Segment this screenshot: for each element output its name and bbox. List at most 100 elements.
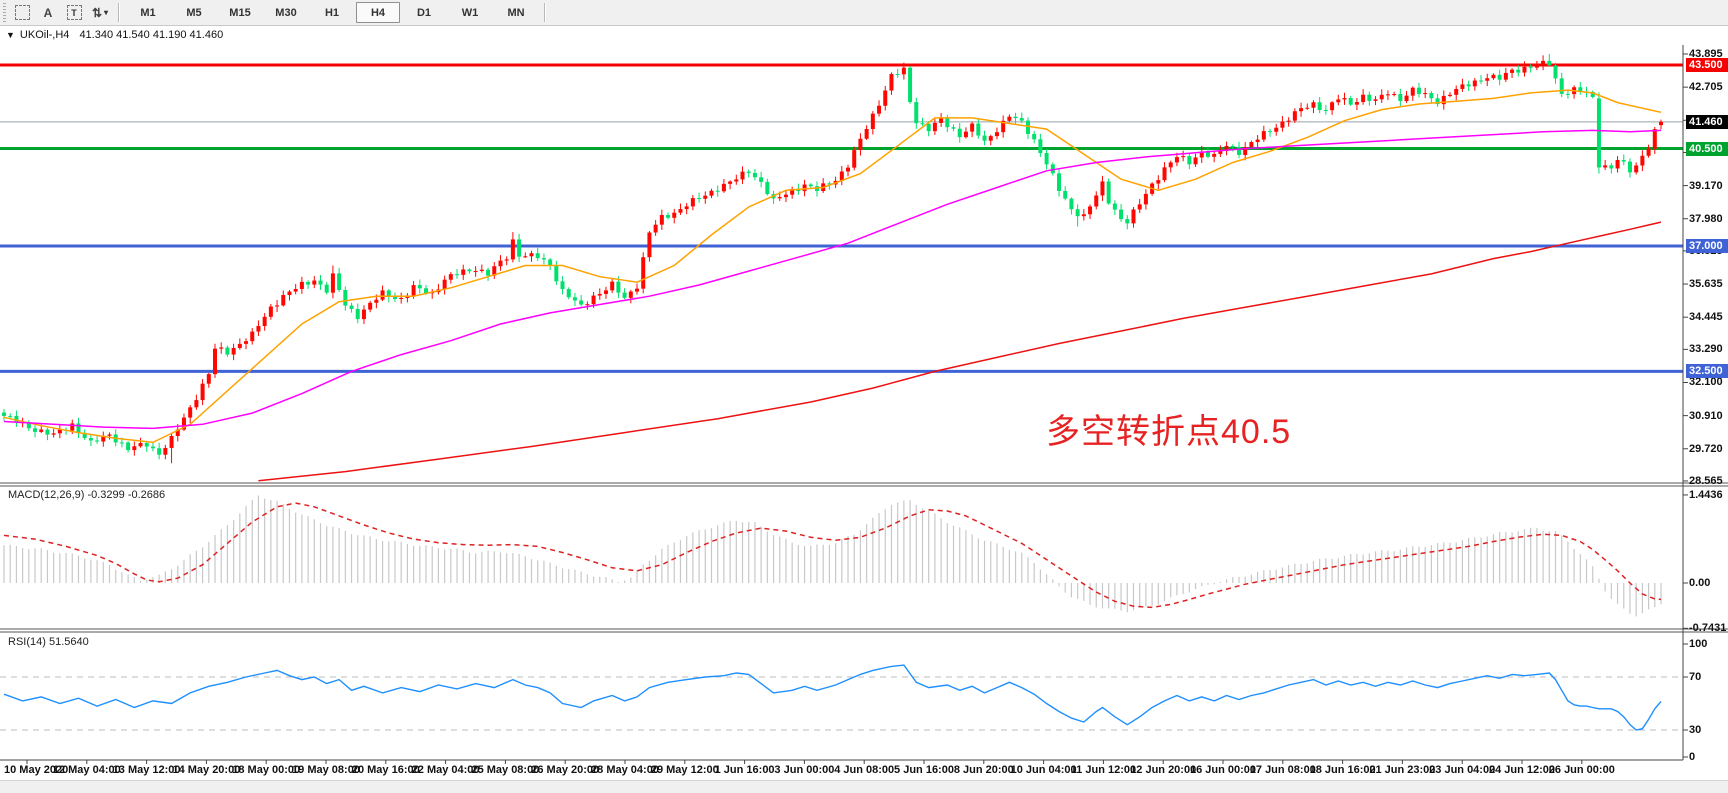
candle-body <box>1025 120 1030 134</box>
x-axis-label: 24 Jun 12:00 <box>1488 764 1556 776</box>
candle-body <box>1100 181 1105 196</box>
arrange-arrows-icon[interactable]: ⇅ ▾ <box>91 5 109 20</box>
candle-body <box>1627 161 1632 173</box>
candle-body <box>1367 94 1372 101</box>
y-axis-label: 29.720 <box>1689 442 1723 455</box>
candle-body <box>970 123 975 132</box>
candle-body <box>424 288 429 294</box>
candle-body <box>1125 219 1130 224</box>
candle-body <box>1168 162 1173 168</box>
candle-body <box>39 429 44 432</box>
candle-body <box>827 183 832 185</box>
candle-body <box>1057 173 1062 191</box>
candle-body <box>399 297 404 299</box>
x-axis-label: 1 Jun 16:00 <box>714 764 775 776</box>
candle-body <box>1255 139 1260 143</box>
toolbar-drag-handle[interactable] <box>3 3 6 22</box>
candle-body <box>572 297 577 301</box>
candle-body <box>802 184 807 192</box>
x-axis-label: 21 Jun 23:00 <box>1369 764 1436 776</box>
current-price-badge: 41.460 <box>1686 114 1728 129</box>
candle-body <box>200 383 205 401</box>
candle-body <box>1261 131 1266 140</box>
x-axis-label: 22 May 04:00 <box>411 764 480 776</box>
candle-body <box>858 138 863 151</box>
y-axis-label: 32.100 <box>1689 376 1723 389</box>
candle-body <box>597 293 602 296</box>
text-annotation-icon[interactable]: A <box>43 5 53 20</box>
candle-body <box>610 281 615 291</box>
candle-body <box>1280 121 1285 128</box>
x-axis-label: 28 May 04:00 <box>591 764 659 776</box>
timeframe-button-m15[interactable]: M15 <box>229 6 251 19</box>
candle-body <box>566 289 571 298</box>
candle-body <box>1317 102 1322 110</box>
candle-body <box>864 129 869 139</box>
candle-body <box>293 288 298 292</box>
candle-body <box>1640 155 1645 166</box>
status-strip <box>0 780 1728 793</box>
timeframe-button-d1[interactable]: D1 <box>416 6 432 19</box>
rsi-line <box>3 664 1662 731</box>
candle-body <box>1621 160 1626 162</box>
candle-body <box>150 446 155 449</box>
mid-ma-magenta-line <box>3 129 1662 430</box>
candle-body <box>883 90 888 106</box>
candle-body <box>1212 153 1217 157</box>
candle-body <box>1243 147 1248 155</box>
candle-body <box>8 415 13 417</box>
candle-body <box>932 122 937 132</box>
candle-body <box>169 436 174 448</box>
candle-body <box>1143 193 1148 205</box>
timeframe-button-h1[interactable]: H1 <box>324 6 340 19</box>
candle-body <box>1435 98 1440 105</box>
candle-body <box>244 341 249 344</box>
timeframe-button-m5[interactable]: M5 <box>186 6 202 19</box>
candle-body <box>790 188 795 195</box>
candle-body <box>1336 99 1341 103</box>
candle-body <box>1534 64 1539 68</box>
candle-body <box>697 198 702 200</box>
candle-body <box>721 183 726 192</box>
timeframe-button-h4[interactable]: H4 <box>356 2 400 23</box>
candle-body <box>181 417 186 430</box>
symbol-dropdown-icon[interactable]: ▼ <box>6 30 15 40</box>
timeframe-button-m30[interactable]: M30 <box>275 6 297 19</box>
candle-body <box>1305 107 1310 109</box>
candle-body <box>510 239 515 260</box>
price-level-badge: 37.000 <box>1686 239 1728 254</box>
candle-body <box>1205 151 1210 157</box>
candle-body <box>1541 60 1546 65</box>
candle-body <box>895 74 900 76</box>
toolbar-separator <box>118 3 120 22</box>
candle-body <box>628 291 633 298</box>
fast-ma-orange-line <box>3 89 1662 444</box>
candle-body <box>603 290 608 294</box>
candle-body <box>144 443 149 447</box>
candle-body <box>2 412 6 416</box>
candle-body <box>1354 102 1359 105</box>
y-axis-label: 42.705 <box>1689 81 1723 94</box>
candle-body <box>1565 93 1570 95</box>
candle-body <box>963 131 968 138</box>
candle-body <box>250 331 255 342</box>
toolbar-separator <box>544 3 546 22</box>
candle-body <box>455 274 460 276</box>
candle-body <box>653 224 658 233</box>
timeframe-button-m1[interactable]: M1 <box>140 6 156 19</box>
macd-axis-label: 0.00 <box>1689 577 1711 589</box>
macd-axis-label: 1.4436 <box>1689 488 1723 501</box>
candle-body <box>324 284 329 293</box>
text-label-icon[interactable]: T <box>62 2 86 23</box>
y-axis-label: 30.910 <box>1689 409 1723 422</box>
selection-grid-icon[interactable] <box>10 2 34 23</box>
candle-body <box>1646 148 1651 156</box>
candle-body <box>132 446 137 451</box>
candle-body <box>1019 118 1024 121</box>
timeframe-button-w1[interactable]: W1 <box>461 6 479 19</box>
candle-body <box>1410 87 1415 96</box>
timeframe-button-mn[interactable]: MN <box>507 6 525 19</box>
rsi-axis-label: 100 <box>1689 638 1708 650</box>
candle-body <box>560 281 565 290</box>
